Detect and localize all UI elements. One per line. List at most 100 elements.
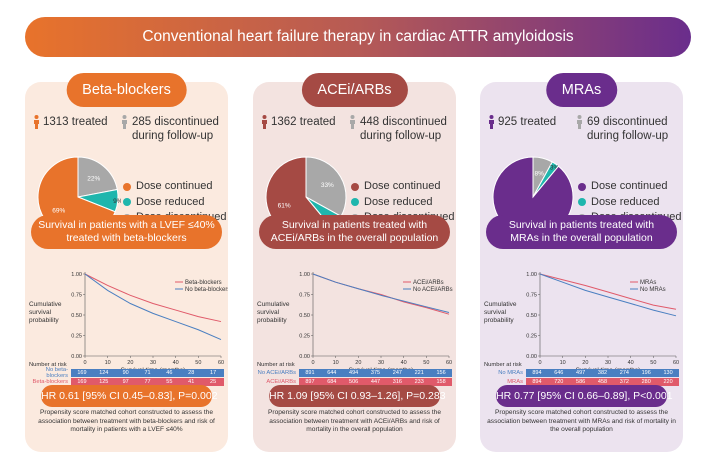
risk-cell: 274 <box>619 370 629 376</box>
legend-item-continued: Dose continued <box>578 179 682 195</box>
risk-cell: 458 <box>597 379 608 385</box>
series-line-1 <box>84 273 222 341</box>
discontinued-count: 448 discontinued during follow-up <box>349 115 447 143</box>
x-tick-label: 50 <box>650 360 656 366</box>
survival-title-line: Survival in patients treated with <box>281 219 428 231</box>
risk-cell: 124 <box>99 370 109 376</box>
risk-row-cells: 894 720 586 458 372 280 220 <box>526 378 679 386</box>
y-tick-label: 0.75 <box>299 293 310 299</box>
legend-item-reduced: Dose reduced <box>351 195 455 211</box>
treated-count: 1313 treated <box>33 115 108 129</box>
page-title-banner: Conventional heart failure therapy in ca… <box>25 17 691 57</box>
y-tick-label: 1.00 <box>71 272 82 278</box>
pie-label-reduced: 3% <box>550 165 560 172</box>
legend-label: Dose continued <box>591 180 668 192</box>
risk-cell: 169 <box>77 379 87 385</box>
risk-row-label: ACEi/ARBs <box>266 379 296 385</box>
treatment-stats: 925 treated 69 discontinued during follow-… <box>488 115 679 149</box>
risk-cell: 497 <box>576 370 586 376</box>
risk-title: Number at risk <box>257 362 295 368</box>
legend-item-reduced: Dose reduced <box>123 195 227 211</box>
person-icon <box>350 115 355 129</box>
panel-beta-blockers: Beta-blockers 1313 treated 285 discontinue… <box>25 73 228 452</box>
panel-mras: MRAs 925 treated 69 discontinued during fol… <box>480 73 683 452</box>
panel-title: ACEi/ARBs <box>301 73 408 107</box>
discontinued-label: 69 discontinued <box>587 116 668 128</box>
legend-dot-icon <box>578 198 586 207</box>
x-tick-label: 40 <box>628 360 634 366</box>
x-tick-label: 30 <box>378 360 384 366</box>
risk-cell: 125 <box>99 379 109 385</box>
y-tick-label: 0.25 <box>526 334 537 340</box>
y-tick-label: 0.75 <box>526 293 537 299</box>
risk-cell: 233 <box>414 379 424 385</box>
survival-title-line: ACEi/ARBs in the overall population <box>270 231 439 244</box>
risk-row: MRAs 894 720 586 458 372 280 220 <box>484 378 679 386</box>
km-legend-label: ACEi/ARBs <box>413 280 444 286</box>
y-tick-label: 0.50 <box>526 313 537 319</box>
risk-row-cells: 894 646 497 382 274 196 130 <box>526 369 679 377</box>
hazard-ratio: HR 0.77 [95% CI 0.66–0.89], P<0.001 <box>496 385 673 407</box>
legend-dot-icon <box>123 198 131 207</box>
legend-label: Dose reduced <box>136 195 205 208</box>
y-axis-label: probability <box>484 317 514 324</box>
y-axis-label: survival <box>257 309 280 316</box>
legend-dot-icon <box>123 182 131 191</box>
y-axis-label: Cumulative <box>29 301 62 308</box>
y-tick-label: 0.25 <box>71 334 82 340</box>
page-title: Conventional heart failure therapy in ca… <box>142 28 574 45</box>
risk-cell: 280 <box>641 379 651 385</box>
hazard-ratio: HR 0.61 [95% CI 0.45–0.83], P=0.002 <box>41 385 218 407</box>
x-tick-label: 0 <box>311 360 314 366</box>
risk-row: Beta-blockers 169 125 97 77 55 41 25 <box>29 378 224 386</box>
x-tick-label: 40 <box>401 360 407 366</box>
risk-cell: 644 <box>327 370 337 376</box>
risk-cell: 720 <box>554 379 564 385</box>
risk-cell: 71 <box>144 370 151 376</box>
risk-cell: 894 <box>532 370 542 376</box>
legend-label: Dose continued <box>136 180 213 192</box>
risk-row: No ACEi/ARBs 891 644 494 375 247 221 156 <box>257 369 452 377</box>
discontinued-label: 448 discontinued <box>360 116 447 128</box>
person-icon <box>577 115 582 129</box>
survival-title: Survival in patients treated with MRAs in… <box>486 215 677 249</box>
risk-cell: 220 <box>663 379 673 385</box>
km-legend-label: No ACEi/ARBs <box>413 287 453 293</box>
number-at-risk: Number at risk No MRAs 894 646 497 382 274 196 1… <box>484 362 679 387</box>
x-tick-label: 20 <box>127 360 133 366</box>
x-tick-label: 20 <box>582 360 588 366</box>
discontinued-label: 285 discontinued <box>132 116 219 128</box>
panel-title: Beta-blockers <box>66 73 187 107</box>
legend-dot-icon <box>351 198 359 207</box>
risk-cell: 55 <box>166 379 173 385</box>
person-icon <box>122 115 127 129</box>
treatment-stats: 1313 treated 285 discontinued during follo… <box>33 115 224 149</box>
x-tick-label: 40 <box>173 360 179 366</box>
x-tick-label: 60 <box>218 360 224 366</box>
risk-cell: 316 <box>392 379 402 385</box>
risk-row: No beta-blockers 169 124 90 71 46 28 17 <box>29 367 224 379</box>
risk-row: No MRAs 894 646 497 382 274 196 130 <box>484 369 679 377</box>
y-tick-label: 0.00 <box>299 354 310 360</box>
discontinued-count: 285 discontinued during follow-up <box>121 115 219 143</box>
hazard-ratio: HR 1.09 [95% CI 0.93–1.26], P=0.283 <box>269 385 446 407</box>
y-axis-label: Cumulative <box>257 301 290 308</box>
risk-row-cells: 897 684 506 447 316 233 158 <box>299 378 452 386</box>
risk-cell: 447 <box>370 379 381 385</box>
panel-caption: Propensity score matched cohort construc… <box>38 409 215 433</box>
risk-cell: 130 <box>663 370 673 376</box>
risk-row-cells: 169 124 90 71 46 28 17 <box>71 369 224 377</box>
survival-title-line: Survival in patients with a LVEF ≤40% <box>38 219 215 231</box>
risk-cell: 28 <box>188 370 195 376</box>
pie-label-discontinued: 8% <box>534 170 544 177</box>
km-legend-label: No beta-blockers <box>185 287 228 293</box>
x-tick-label: 0 <box>538 360 541 366</box>
risk-cell: 169 <box>77 370 87 376</box>
panel-caption: Propensity score matched cohort construc… <box>268 409 441 433</box>
discontinued-sublabel: during follow-up <box>360 130 442 142</box>
risk-cell: 77 <box>144 379 151 385</box>
risk-cell: 375 <box>370 370 381 376</box>
risk-row-cells: 891 644 494 375 247 221 156 <box>299 369 452 377</box>
y-tick-label: 0.00 <box>526 354 537 360</box>
risk-cell: 897 <box>305 379 315 385</box>
